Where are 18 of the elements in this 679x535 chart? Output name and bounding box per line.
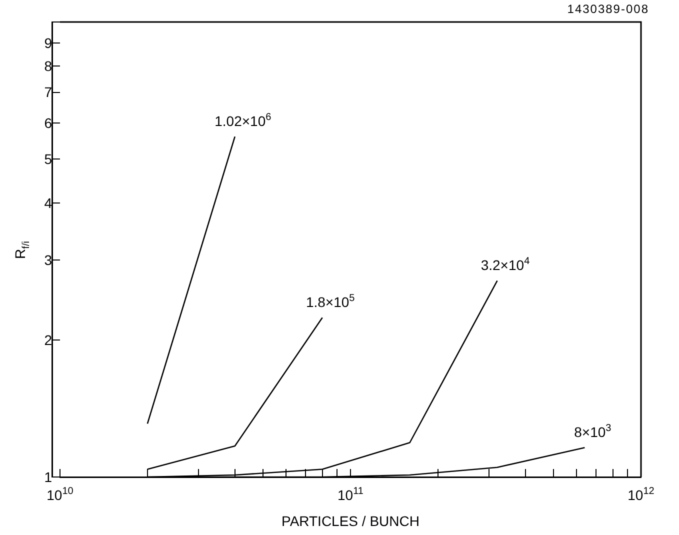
x-tick-label: 10$^{12}$	[628, 486, 654, 503]
y-tick-label: 4	[44, 195, 52, 212]
y-tick-label: 1	[44, 469, 52, 485]
y-tick-label: 8	[44, 58, 52, 74]
y-tick-label: 6	[44, 114, 52, 131]
y-tick-label: 5	[44, 150, 52, 167]
y-tick-label: 2	[44, 332, 52, 348]
y-tick-label: 9	[44, 34, 52, 51]
series-label: 1.8×10$^{5}$	[306, 292, 355, 310]
y-tick-label: 3	[44, 252, 52, 268]
x-tick-label: 10$^{11}$	[338, 486, 364, 503]
x-axis-title: PARTICLES / BUNCH	[282, 513, 420, 529]
text: 1430389-008	[567, 2, 649, 16]
series-label: 1.02×10$^{6}$	[214, 112, 272, 129]
series-label: 3.2×10$^{4}$	[480, 256, 530, 273]
series-label: 8×10$^{3}$	[574, 422, 612, 440]
y-tick-label: 7	[44, 84, 52, 100]
x-tick-label: 10$^{10}$	[46, 486, 74, 503]
